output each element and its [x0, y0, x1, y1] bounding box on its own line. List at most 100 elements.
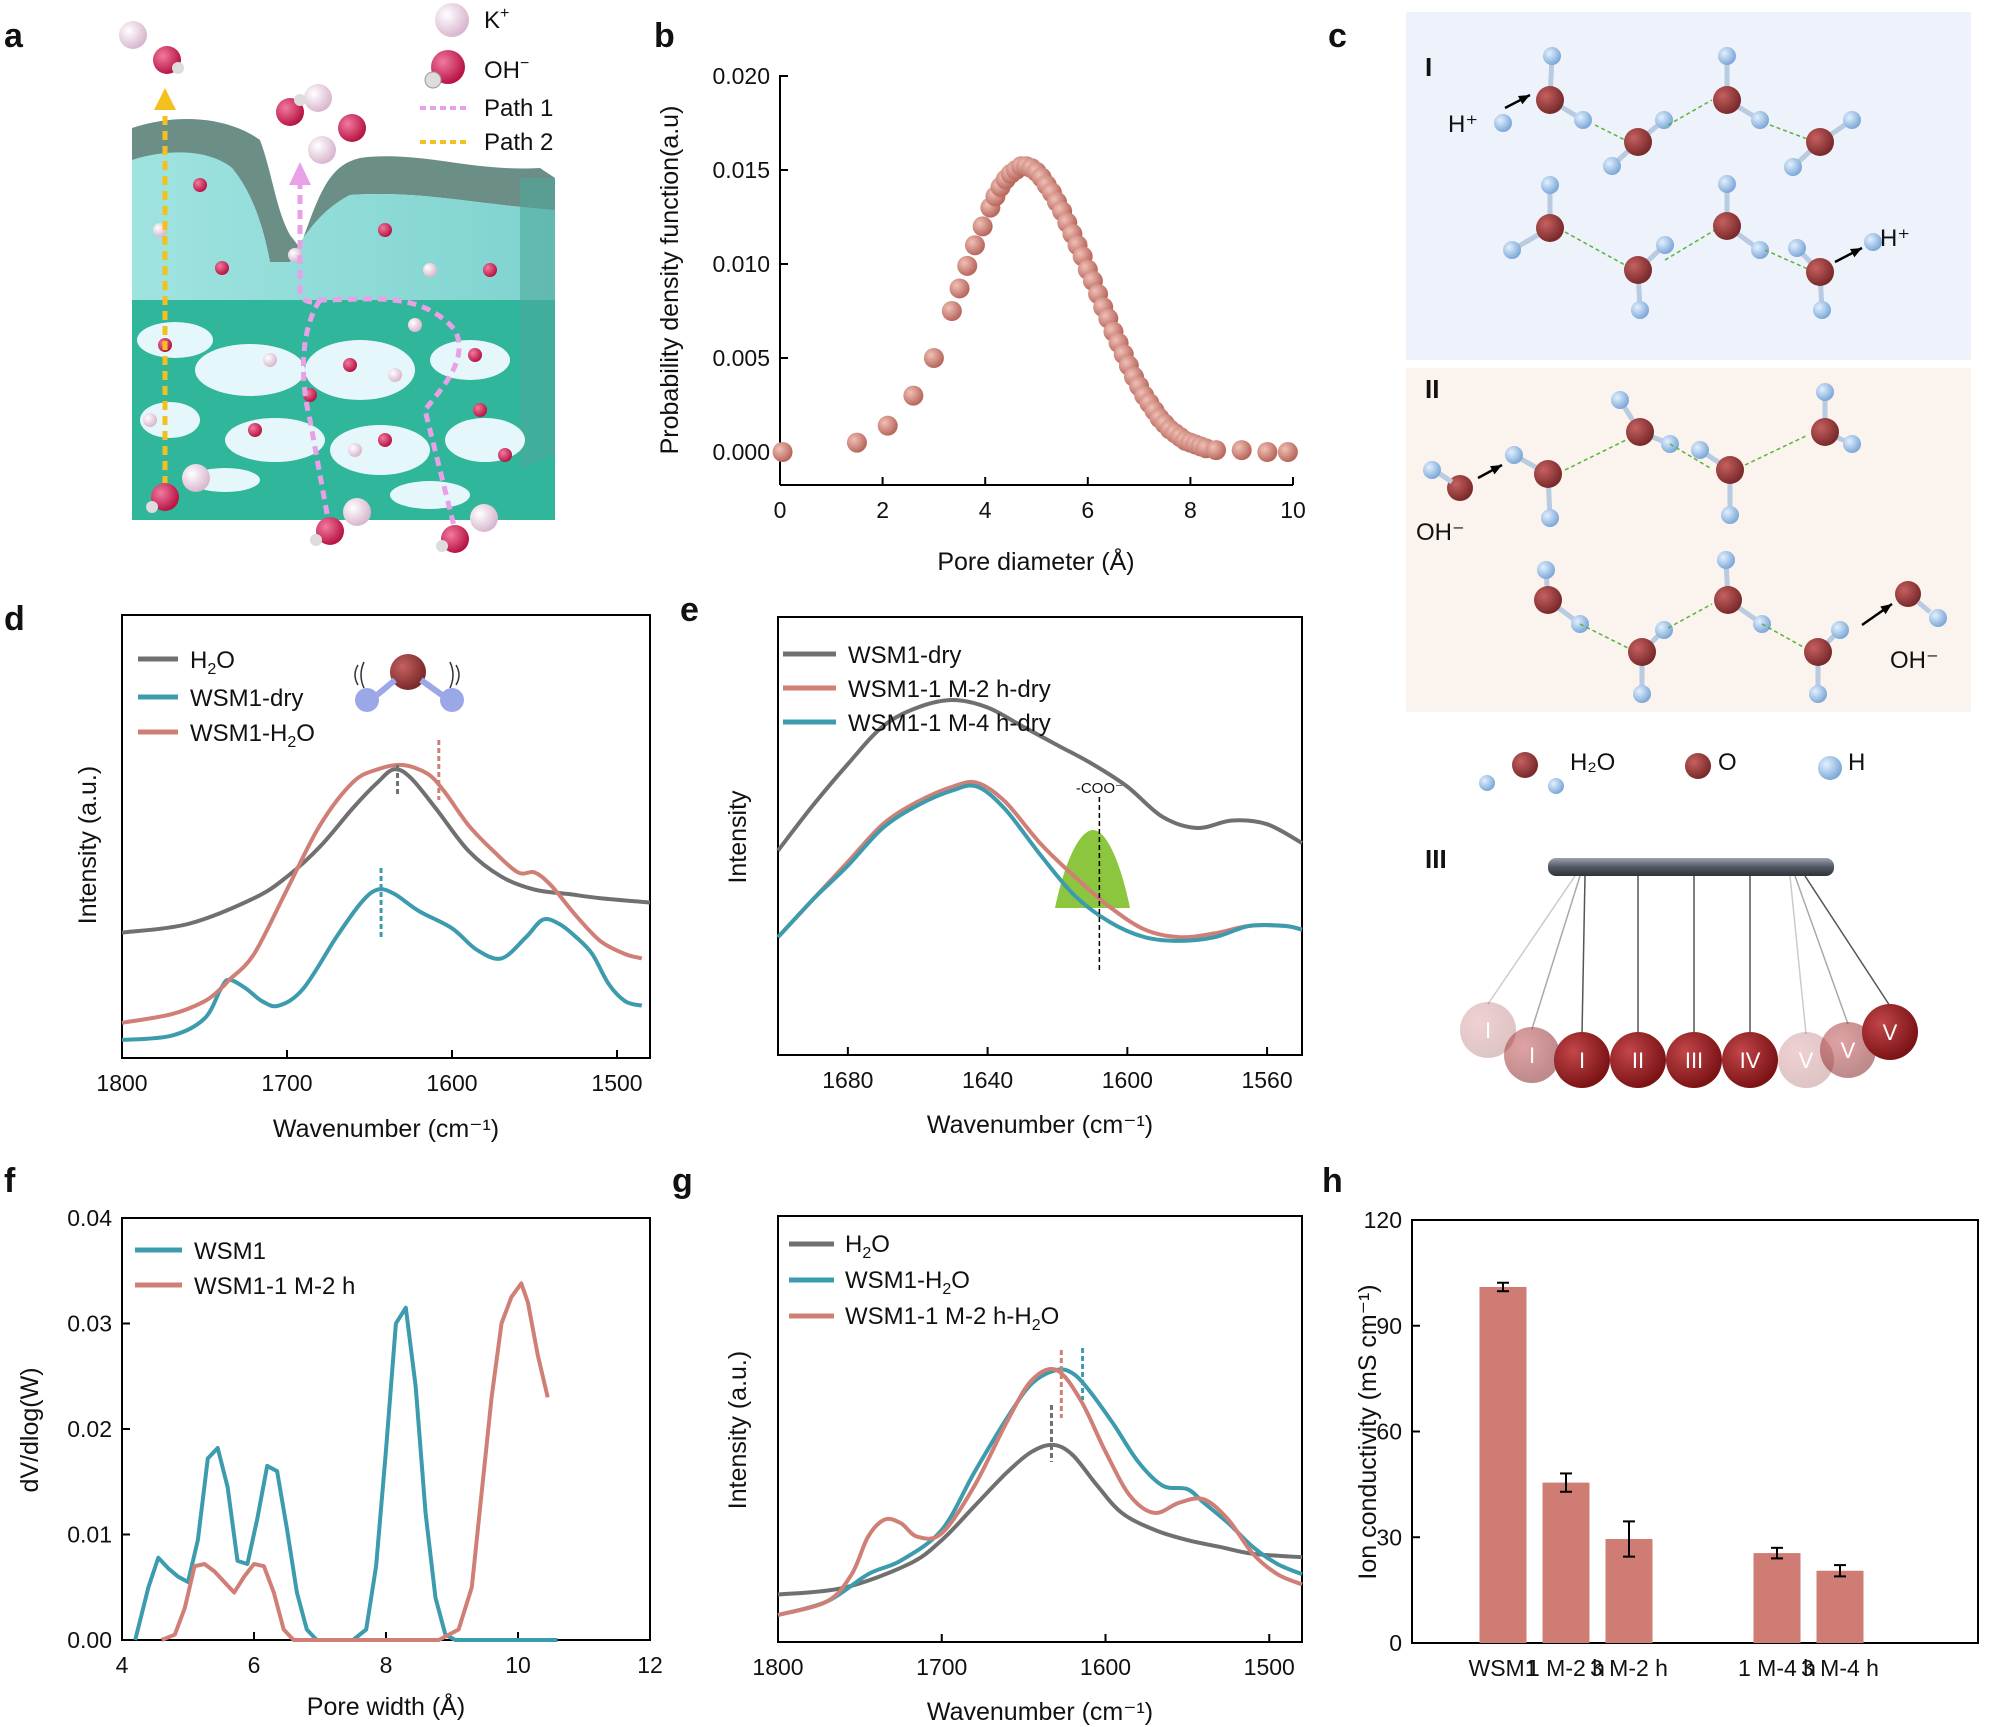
hydrogen-atom-icon: [1633, 685, 1651, 703]
cradle-string: [1531, 875, 1581, 1030]
legend-h2o-label: H₂O: [1570, 749, 1615, 776]
oxygen-atom-icon: [1716, 456, 1744, 484]
panel-g-series-line: [777, 1366, 1303, 1617]
oxygen-atom-icon: [1534, 460, 1562, 488]
panel-h-ytick-label: 60: [1376, 1419, 1402, 1445]
panel-f-ytick-label: 0.02: [67, 1416, 112, 1442]
panel-f-ylabel: dV/dlog(W): [16, 1367, 44, 1492]
legend-h2o-o-icon: [1512, 752, 1538, 778]
panel-h-ytick-label: 120: [1364, 1207, 1402, 1233]
panel-d-legend-dry: WSM1-dry: [190, 685, 303, 712]
cradle-string: [1487, 875, 1576, 1005]
hydrogen-bond: [1744, 434, 1809, 466]
panel-e-plot: 1680 1640 1600 1560 -COO⁻ Wavenumber (cm⁻¹)…: [724, 616, 1303, 1139]
panel-b-data-point: [1277, 442, 1298, 462]
cradle-ball-label: V: [1841, 1038, 1856, 1063]
cradle-ball: [1722, 1032, 1778, 1088]
cradle-ball-label: V: [1883, 1020, 1898, 1045]
oxygen-atom-icon: [1624, 256, 1652, 284]
panel-f-xtick-label: 4: [116, 1652, 129, 1678]
panel-e-ylabel: Intensity: [724, 790, 752, 884]
legend-oh-h-icon: [424, 71, 442, 89]
arrowhead-icon: [1880, 604, 1892, 615]
hydrogen-atom-icon: [1655, 111, 1673, 129]
panel-b-ytick-label: 0.015: [712, 157, 770, 183]
panel-b-ylabel: Probability density function(a.u): [656, 106, 684, 455]
panel-g-xlabel: Wavenumber (cm⁻¹): [927, 1698, 1153, 1726]
panel-g-xtick-label: 1800: [752, 1654, 803, 1680]
panel-label-e: e: [680, 591, 699, 629]
legend-oh-ion-label: OH−: [484, 55, 529, 84]
panel-c-schematic: I II III H⁺ H⁺ OH⁻ OH⁻ H₂O O H II I II III I…: [1406, 12, 1971, 1088]
arrowhead-icon: [1518, 95, 1530, 105]
cradle-string: [1804, 875, 1891, 1007]
panel-g-series-line: [777, 1367, 1303, 1617]
panel-h-ytick-label: 0: [1389, 1630, 1402, 1656]
panel-b-ytick-label: 0.010: [712, 251, 770, 277]
oxygen-atom-icon: [1447, 475, 1473, 501]
panel-b-ytick-label: 0.005: [712, 345, 770, 371]
panel-e-xtick-label: 1560: [1241, 1067, 1292, 1093]
panel-h-bar: [1753, 1553, 1801, 1643]
panel-d-legend-h2o: H2O: [190, 647, 235, 678]
panel-b-xlabel: Pore diameter (Å): [937, 546, 1134, 576]
panel-f-ytick-label: 0.04: [67, 1205, 112, 1231]
membrane-side-face: [520, 178, 555, 470]
hydrogen-atom-icon: [1631, 301, 1649, 319]
panel-d-series-line: [121, 762, 643, 1025]
legend-h2o-h1-icon: [1479, 775, 1495, 791]
cradle-bar: [1548, 858, 1834, 876]
legend-h-icon: [1818, 756, 1842, 780]
panel-b-ytick-label: 0.000: [712, 439, 770, 465]
cradle-ball: [1460, 1002, 1516, 1058]
oxygen-atom-icon: [1713, 212, 1741, 240]
panel-g-frame: [777, 1215, 1303, 1643]
panel-f-xtick-label: 10: [505, 1652, 531, 1678]
oxygen-atom-icon: [1806, 258, 1834, 286]
panel-b-xtick-label: 10: [1280, 497, 1306, 523]
water-bond: [1438, 471, 1454, 485]
panel-d-water-bond-right: [419, 677, 444, 698]
panel-b-data-point: [923, 348, 944, 368]
panel-f-ytick-label: 0.00: [67, 1627, 112, 1653]
membrane-outer-ions: [119, 21, 498, 553]
legend-o-label: O: [1718, 749, 1737, 776]
hydrogen-bond: [1664, 229, 1716, 261]
panel-h-bar: [1816, 1570, 1864, 1643]
oxygen-atom-icon: [1536, 214, 1564, 242]
panel-g-xtick-label: 1700: [916, 1654, 967, 1680]
hydrogen-bond: [1769, 124, 1811, 141]
panel-label-f: f: [4, 1162, 16, 1200]
legend-path2-label: Path 2: [484, 129, 553, 156]
panel-d-frame: [121, 614, 651, 1059]
panel-b-data-point: [1206, 440, 1227, 461]
panel-h-ytick-label: 30: [1376, 1524, 1402, 1550]
cradle-ball-label: V: [1799, 1048, 1814, 1073]
panel-d-xtick-label: 1800: [96, 1070, 147, 1096]
arrowhead-icon: [1490, 465, 1502, 475]
panel-d-plot: 1800 1700 1600 1500 Wavenumber (cm⁻¹) Inten…: [74, 614, 651, 1143]
hydrogen-atom-icon: [1929, 609, 1947, 627]
cradle-ball: [1504, 1027, 1560, 1083]
panel-g-series-line: [777, 1442, 1303, 1597]
panel-h-category-label: 3 M-4 h: [1801, 1655, 1879, 1681]
water-bond: [1916, 600, 1932, 614]
panel-g-legend-2: WSM1-1 M-2 h-H2O: [845, 1303, 1059, 1334]
panel-b-data-point: [1257, 442, 1278, 462]
panel-e-xlabel: Wavenumber (cm⁻¹): [927, 1111, 1153, 1139]
hydrogen-bond: [1667, 99, 1713, 126]
cradle-ball: [1554, 1032, 1610, 1088]
panel-d-xtick-label: 1700: [261, 1070, 312, 1096]
panel-f-xtick-label: 12: [637, 1652, 663, 1678]
hydrogen-atom-icon: [1505, 446, 1523, 464]
panel-e-xtick-label: 1680: [822, 1067, 873, 1093]
legend-path1-label: Path 1: [484, 95, 553, 122]
panel-a-membrane-schematic: K+ OH− Path 1 Path 2: [119, 3, 555, 553]
panel-b-data-point: [903, 385, 924, 406]
hydrogen-bond: [1579, 623, 1629, 649]
panel-g-plot: 1800 1700 1600 1500 Wavenumber (cm⁻¹) Inten…: [724, 1215, 1303, 1726]
oxygen-atom-icon: [1811, 418, 1839, 446]
panel-d-xtick-label: 1600: [426, 1070, 477, 1096]
panel-b-plot: 0 2 4 6 8 10 0.000 0.005 0.010 0.015 0.020 Pore di…: [656, 63, 1306, 576]
cradle-ball-label: III: [1685, 1048, 1703, 1073]
